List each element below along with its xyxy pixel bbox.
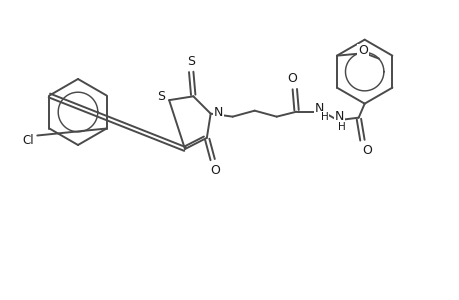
Text: S: S [187, 55, 195, 68]
Text: H: H [337, 122, 345, 132]
Text: O: O [287, 72, 297, 85]
Text: N: N [334, 110, 344, 123]
Text: H: H [320, 112, 328, 122]
Text: N: N [314, 102, 324, 115]
Text: O: O [357, 44, 367, 57]
Text: Cl: Cl [23, 134, 34, 147]
Text: S: S [157, 90, 165, 103]
Text: N: N [213, 106, 223, 119]
Text: O: O [210, 164, 219, 177]
Text: O: O [362, 144, 372, 157]
